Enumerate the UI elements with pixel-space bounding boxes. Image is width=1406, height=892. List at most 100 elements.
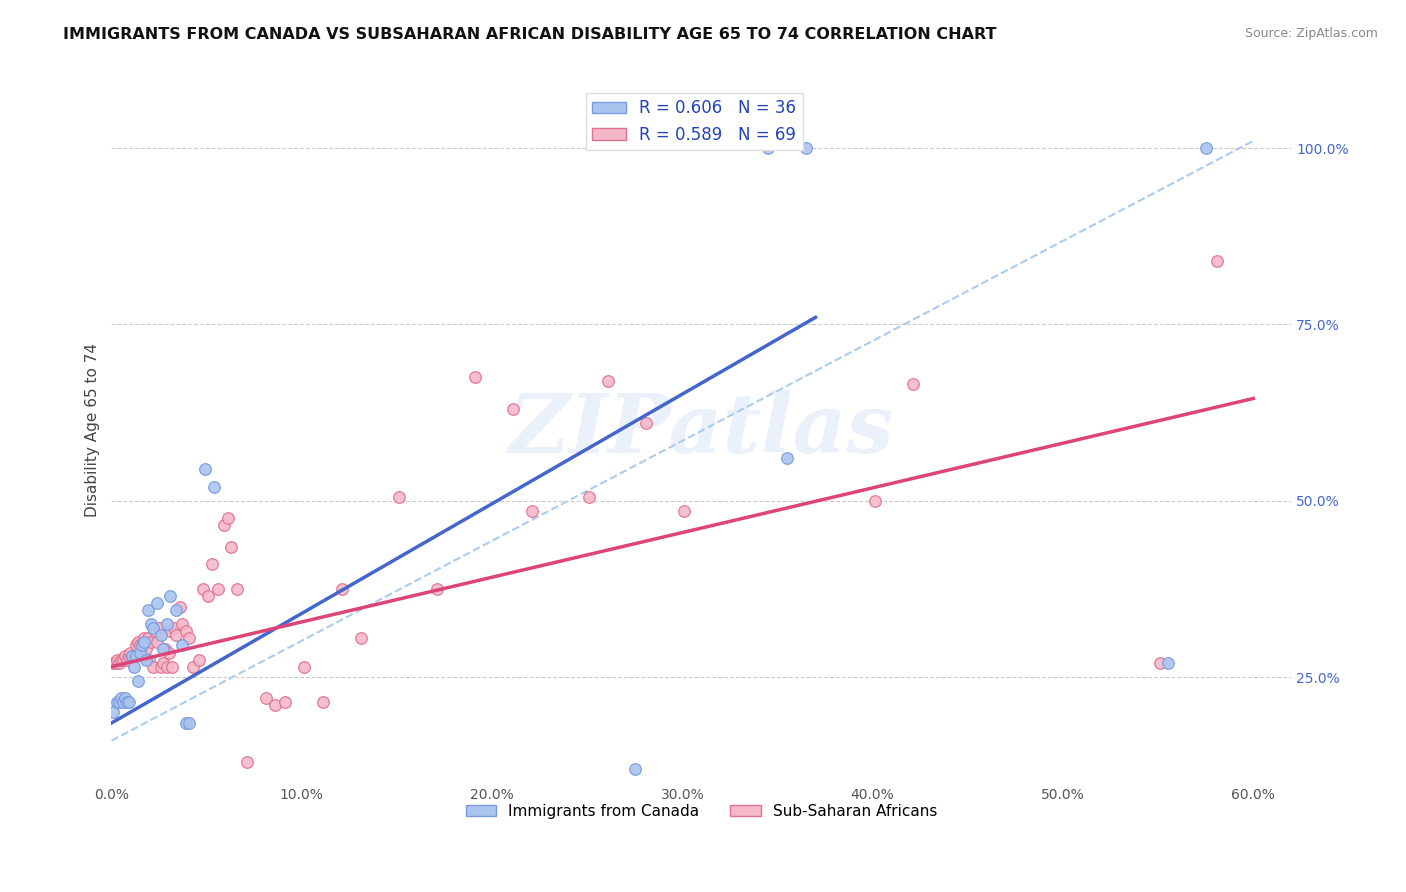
Point [132,635,155,649]
Point [292,659,315,673]
Point [350,632,373,646]
Point [464,370,486,384]
Point [181,659,204,673]
Point [165,603,187,617]
Point [776,451,799,466]
Point [136,603,159,617]
Point [117,648,139,663]
Point [125,648,148,663]
Point [104,656,127,670]
Point [174,716,197,731]
Point [165,628,187,642]
Point [108,695,131,709]
Point [207,582,229,596]
Point [149,659,172,673]
Point [114,691,136,706]
Point [108,656,131,670]
Point [146,635,169,649]
Point [197,589,219,603]
Text: IMMIGRANTS FROM CANADA VS SUBSAHARAN AFRICAN DISABILITY AGE 65 TO 74 CORRELATION: IMMIGRANTS FROM CANADA VS SUBSAHARAN AFR… [63,27,997,42]
Point [1206,253,1229,268]
Point [623,762,645,776]
Point [152,642,174,657]
Point [201,558,224,572]
Point [155,659,177,673]
Point [170,639,193,653]
Point [155,617,177,632]
Text: Source: ZipAtlas.com: Source: ZipAtlas.com [1244,27,1378,40]
Point [502,402,524,417]
Point [311,695,333,709]
Point [135,642,157,657]
Point [179,632,201,646]
Point [105,652,128,666]
Point [673,504,696,518]
Point [863,493,886,508]
Point [111,695,134,709]
Point [159,624,181,639]
Point [131,646,153,660]
Point [169,599,191,614]
Point [120,646,142,660]
Point [520,504,543,518]
Point [221,540,243,554]
Point [121,648,143,663]
Point [202,480,225,494]
Point [110,691,132,706]
Legend: Immigrants from Canada, Sub-Saharan Africans: Immigrants from Canada, Sub-Saharan Afri… [460,797,943,825]
Point [142,659,165,673]
Point [129,639,152,653]
Point [135,652,157,666]
Point [131,639,153,653]
Point [122,659,145,673]
Point [188,652,211,666]
Point [756,141,779,155]
Point [127,635,149,649]
Point [159,589,181,603]
Point [170,617,193,632]
Point [162,659,184,673]
Point [163,621,186,635]
Point [157,646,180,660]
Point [127,673,149,688]
Point [103,656,125,670]
Point [1149,656,1171,670]
Point [212,518,235,533]
Point [129,646,152,660]
Point [105,695,128,709]
Point [426,582,449,596]
Point [235,755,257,769]
Point [103,706,125,720]
Point [146,596,169,610]
Point [226,582,249,596]
Point [794,141,817,155]
Point [141,617,163,632]
Point [152,656,174,670]
Point [148,621,170,635]
Point [194,462,217,476]
Point [125,639,148,653]
Point [110,652,132,666]
Point [138,652,160,666]
Point [179,716,201,731]
Point [254,691,277,706]
Point [388,490,411,504]
Point [114,648,136,663]
Point [174,624,197,639]
Point [578,490,600,504]
Y-axis label: Disability Age 65 to 74: Disability Age 65 to 74 [86,343,100,517]
Point [901,377,924,392]
Point [117,695,139,709]
Point [121,648,143,663]
Point [264,698,287,713]
Point [143,624,166,639]
Point [636,416,658,430]
Point [1156,656,1178,670]
Point [136,632,159,646]
Point [153,642,176,657]
Point [115,695,138,709]
Point [330,582,353,596]
Point [132,632,155,646]
Point [149,628,172,642]
Point [191,582,214,596]
